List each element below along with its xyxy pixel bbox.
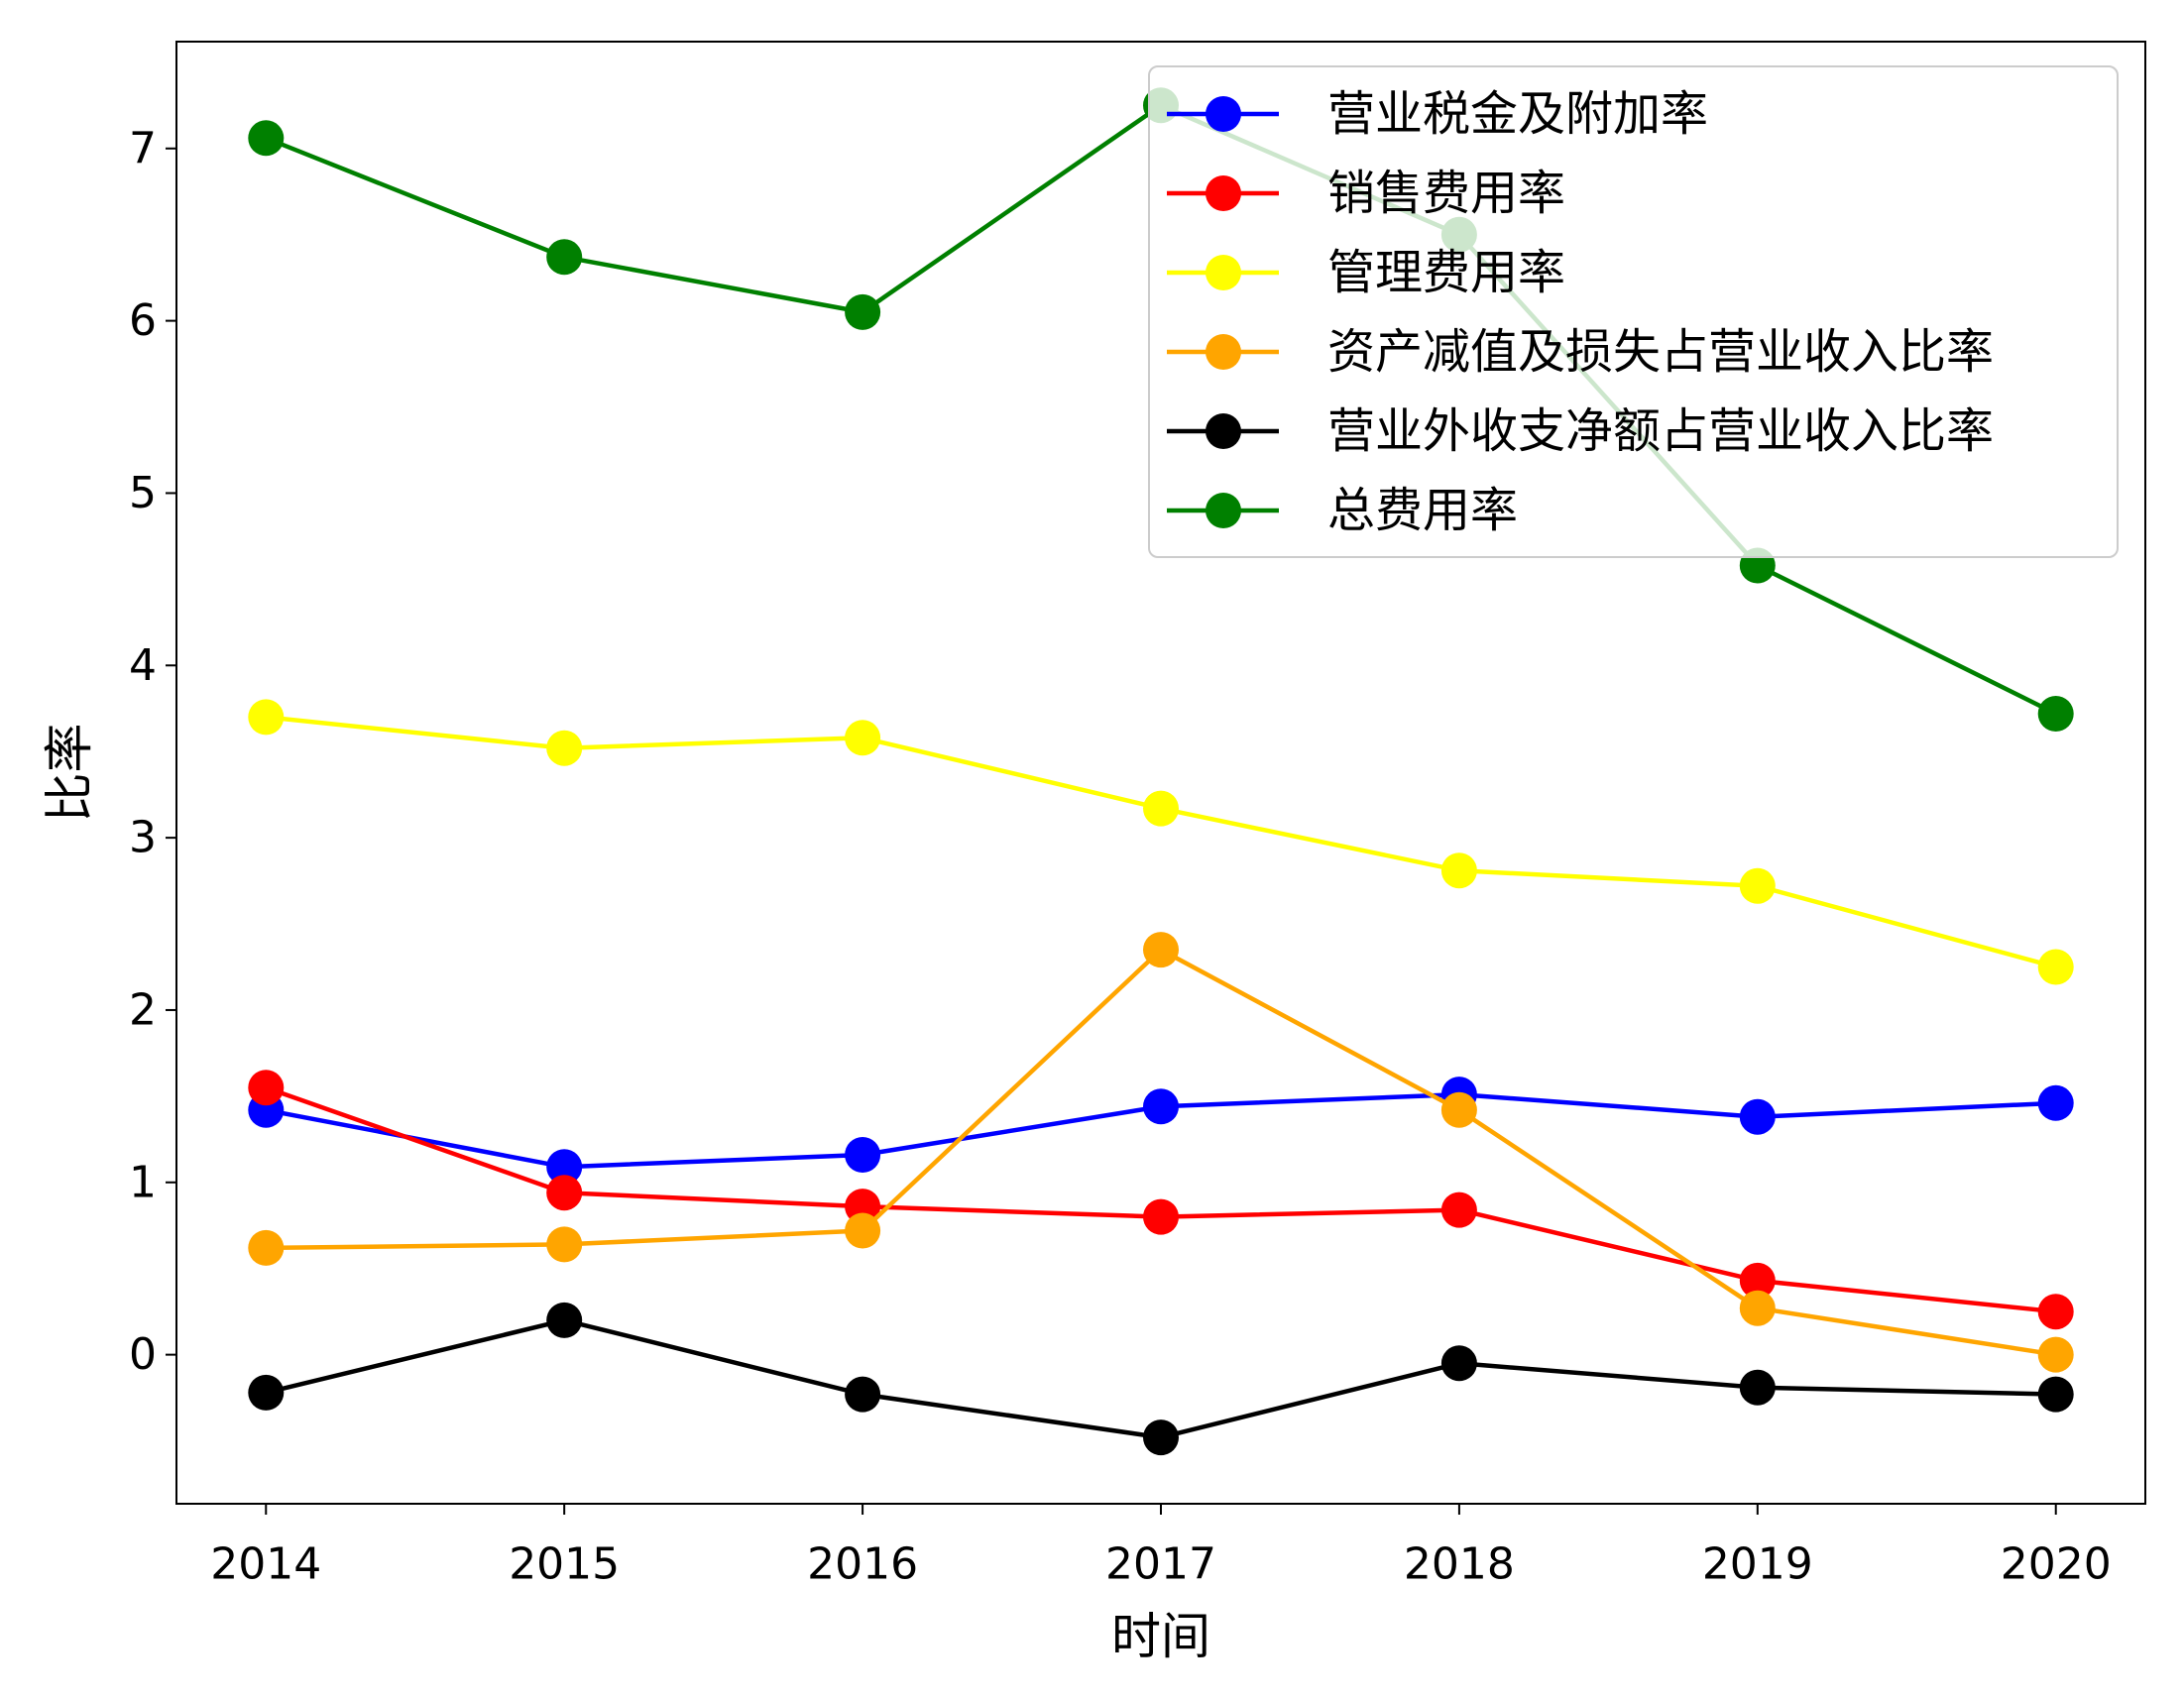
x-tick-label: 2014 [210,1539,321,1590]
legend-label: 营业税金及附加率 [1327,86,1708,142]
legend: 营业税金及附加率销售费用率管理费用率资产减值及损失占营业收入比率营业外收支净额占… [1148,65,2119,558]
data-point-s3-p1 [546,1226,583,1263]
legend-entry-2: 管理费用率 [1167,245,1565,300]
data-point-s1-p3 [1143,1198,1179,1235]
data-point-s0-p6 [2037,1084,2074,1121]
data-point-s1-p4 [1440,1191,1477,1228]
legend-label: 总费用率 [1327,483,1518,538]
y-tick-label: 4 [129,640,157,691]
y-axis-label: 比率 [41,724,98,823]
data-point-s5-p0 [248,120,285,157]
data-point-s4-p2 [845,1376,881,1413]
data-point-s3-p2 [845,1212,881,1249]
legend-label: 资产减值及损失占营业收入比率 [1327,324,1994,380]
data-point-s4-p3 [1143,1419,1179,1456]
x-tick-label: 2016 [807,1539,918,1590]
legend-box [1148,65,2119,558]
data-point-s3-p3 [1143,932,1179,968]
legend-swatch-marker [1206,334,1241,370]
x-tick-label: 2020 [2001,1539,2112,1590]
data-point-s0-p2 [845,1137,881,1173]
y-axis: 0 1 2 3 4 5 6 7 [129,123,176,1380]
series-3 [248,932,2074,1373]
data-point-s2-p5 [1739,867,1776,904]
legend-swatch-marker [1206,255,1241,290]
y-tick-label: 1 [129,1157,157,1207]
legend-entry-4: 营业外收支净额占营业收入比率 [1167,403,1994,459]
y-tick-label: 0 [129,1329,157,1380]
data-point-s1-p1 [546,1175,583,1211]
data-point-s4-p4 [1440,1345,1477,1382]
data-point-s3-p0 [248,1229,285,1266]
data-point-s2-p4 [1440,852,1477,889]
data-point-s3-p4 [1440,1091,1477,1128]
legend-swatch-marker [1206,413,1241,449]
data-point-s4-p6 [2037,1376,2074,1413]
legend-entry-5: 总费用率 [1167,483,1518,538]
data-point-s4-p1 [546,1302,583,1338]
x-axis: 2014 2015 2016 2017 2018 2019 2020 [210,1504,2112,1590]
y-tick-label: 2 [129,984,157,1035]
data-point-s4-p5 [1739,1369,1776,1406]
data-point-s3-p5 [1739,1290,1776,1326]
x-axis-label: 时间 [1111,1608,1210,1665]
series-2 [248,699,2074,985]
data-point-s2-p1 [546,730,583,766]
series-4 [248,1302,2074,1456]
legend-label: 销售费用率 [1327,166,1565,221]
legend-entry-3: 资产减值及损失占营业收入比率 [1167,324,1994,380]
y-tick-label: 6 [129,295,157,346]
data-point-s1-p0 [248,1070,285,1106]
data-point-s0-p3 [1143,1088,1179,1125]
data-point-s1-p6 [2037,1294,2074,1330]
y-tick-label: 3 [129,813,157,863]
x-tick-label: 2015 [509,1539,620,1590]
legend-entry-1: 销售费用率 [1167,166,1565,221]
x-tick-label: 2017 [1105,1539,1216,1590]
y-tick-label: 5 [129,468,157,518]
data-point-s2-p6 [2037,949,2074,985]
data-point-s0-p5 [1739,1098,1776,1135]
data-point-s0-p1 [546,1149,583,1186]
data-point-s1-p5 [1739,1262,1776,1299]
data-point-s2-p3 [1143,790,1179,827]
legend-swatch-marker [1206,96,1241,132]
data-point-s2-p0 [248,699,285,736]
legend-label: 营业外收支净额占营业收入比率 [1327,403,1994,459]
data-point-s5-p6 [2037,696,2074,732]
series-0 [248,1077,2074,1186]
data-point-s3-p6 [2037,1336,2074,1373]
data-point-s4-p0 [248,1374,285,1411]
x-tick-label: 2019 [1702,1539,1813,1590]
data-point-s5-p1 [546,239,583,276]
y-tick-label: 7 [129,123,157,173]
legend-swatch-marker [1206,175,1241,211]
legend-entry-0: 营业税金及附加率 [1167,86,1708,142]
x-tick-label: 2018 [1404,1539,1515,1590]
data-point-s5-p2 [845,293,881,330]
data-point-s2-p2 [845,720,881,756]
legend-swatch-marker [1206,493,1241,528]
series-1 [248,1070,2074,1330]
legend-label: 管理费用率 [1327,245,1565,300]
